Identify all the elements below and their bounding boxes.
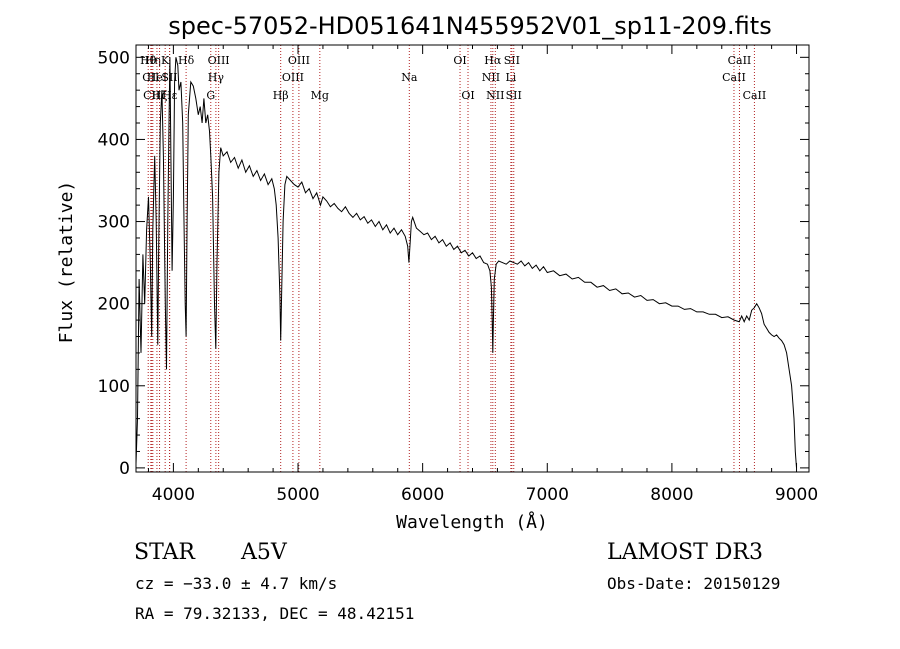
y-tick-label: 100 bbox=[98, 377, 130, 397]
line-marker-label: SII bbox=[506, 89, 522, 102]
line-marker-label: Hα bbox=[484, 54, 502, 67]
line-marker-label: CII bbox=[142, 71, 159, 84]
line-marker-label: Mg bbox=[311, 89, 329, 102]
line-marker-label: CaII bbox=[722, 71, 746, 84]
y-tick-label: 300 bbox=[98, 213, 130, 233]
x-axis-label: Wavelength (Å) bbox=[396, 511, 548, 533]
line-marker-label: NII bbox=[486, 89, 504, 102]
x-tick-label: 6000 bbox=[401, 485, 444, 505]
x-tick-label: 5000 bbox=[276, 485, 319, 505]
y-tick-label: 500 bbox=[98, 48, 130, 68]
x-tick-label: 7000 bbox=[526, 485, 569, 505]
line-marker-label: OIII bbox=[208, 54, 230, 67]
line-marker-label: G bbox=[206, 89, 215, 102]
line-marker-label: NII bbox=[482, 71, 500, 84]
line-marker-label: Na bbox=[401, 71, 418, 84]
y-axis-label: Flux (relative) bbox=[56, 181, 77, 344]
line-marker-label: Hδ bbox=[178, 54, 195, 67]
line-marker-label: OIII bbox=[288, 54, 310, 67]
redshift-cz: cz = −33.0 ± 4.7 km/s bbox=[135, 574, 338, 593]
line-marker-label: OI bbox=[453, 54, 466, 67]
x-tick-label: 9000 bbox=[775, 485, 818, 505]
object-class: STAR bbox=[134, 540, 195, 565]
line-marker-label: SII bbox=[504, 54, 520, 67]
spectrum-chart: spec-57052-HD051641N455952V01_sp11-209.f… bbox=[56, 12, 818, 533]
y-axis: 0 100 200 300 400 500 bbox=[98, 48, 809, 479]
line-marker-label: K bbox=[161, 54, 170, 67]
survey-name: LAMOST DR3 bbox=[607, 540, 763, 565]
line-marker-label: OIII bbox=[282, 71, 304, 84]
line-marker-label: Hζ bbox=[152, 89, 168, 102]
y-tick-label: 200 bbox=[98, 295, 130, 315]
line-marker-label: Hβ bbox=[273, 89, 289, 102]
line-marker-label: Hη bbox=[145, 54, 161, 67]
x-tick-label: 4000 bbox=[152, 485, 195, 505]
x-axis: 4000 5000 6000 7000 8000 9000 bbox=[147, 45, 818, 505]
chart-title: spec-57052-HD051641N455952V01_sp11-209.f… bbox=[168, 12, 771, 40]
plot-frame bbox=[135, 44, 810, 473]
y-tick-label: 0 bbox=[119, 459, 130, 479]
spectrum-line bbox=[135, 57, 797, 468]
obs-date: Obs-Date: 20150129 bbox=[607, 574, 781, 593]
coordinates: RA = 79.32133, DEC = 48.42151 bbox=[135, 604, 415, 623]
line-markers: HθCIICIIHηHeIHζKHεSIIHδGHγOIIIHβOIIIOIII… bbox=[140, 45, 766, 472]
line-marker-label: CaII bbox=[728, 54, 752, 67]
line-marker-label: Hγ bbox=[208, 71, 225, 84]
line-marker-label: CII bbox=[143, 89, 160, 102]
line-marker-label: HeI bbox=[147, 71, 167, 84]
y-tick-label: 400 bbox=[98, 130, 130, 150]
x-tick-label: 8000 bbox=[650, 485, 693, 505]
line-marker-label: OI bbox=[461, 89, 474, 102]
spectral-subclass: A5V bbox=[241, 540, 287, 565]
line-marker-label: CaII bbox=[743, 89, 767, 102]
line-marker-label: Li bbox=[505, 71, 516, 84]
